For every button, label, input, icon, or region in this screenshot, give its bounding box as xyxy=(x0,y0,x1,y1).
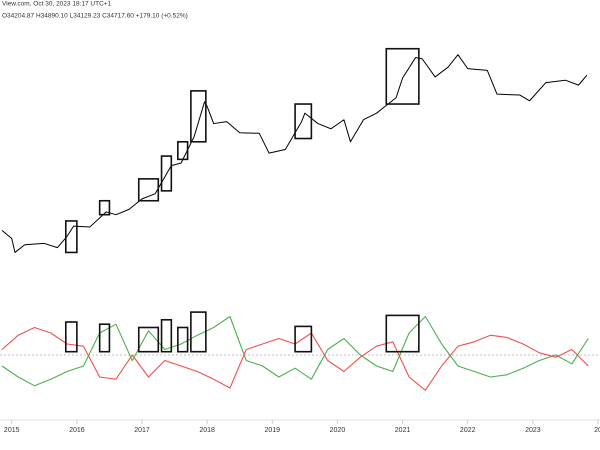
highlight-box xyxy=(98,323,111,353)
x-tick-label: 2020 xyxy=(330,427,346,434)
header-source: View.com, Oct 30, 2023 18:17 UTC+1 xyxy=(2,1,112,8)
x-tick-label: 2016 xyxy=(69,427,85,434)
highlight-box xyxy=(385,314,420,353)
x-tick-label: 2017 xyxy=(134,427,150,434)
header-ohlc: O34204.87 H34890.10 L34129.23 C34717.60 … xyxy=(2,13,188,20)
highlight-box xyxy=(160,155,173,192)
highlight-box xyxy=(177,326,189,353)
highlight-box xyxy=(64,321,78,353)
highlight-box xyxy=(64,220,78,254)
highlight-box xyxy=(177,140,189,161)
highlight-box xyxy=(385,47,420,105)
highlight-box xyxy=(190,90,207,143)
x-tick-label: 2019 xyxy=(265,427,281,434)
highlight-box xyxy=(137,178,160,202)
highlight-box xyxy=(160,318,173,353)
x-tick-label: 2021 xyxy=(395,427,411,434)
x-tick-label: 2018 xyxy=(199,427,215,434)
x-tick-label: 20 xyxy=(594,427,600,434)
highlight-box xyxy=(98,199,111,216)
x-tick-label: 2023 xyxy=(525,427,541,434)
highlight-box xyxy=(294,103,313,140)
price-line xyxy=(1,54,588,253)
x-tick-label: 2022 xyxy=(460,427,476,434)
x-tick-label: 2015 xyxy=(4,427,20,434)
highlight-box xyxy=(294,325,313,353)
highlight-box xyxy=(137,326,160,353)
highlight-box xyxy=(190,311,207,353)
